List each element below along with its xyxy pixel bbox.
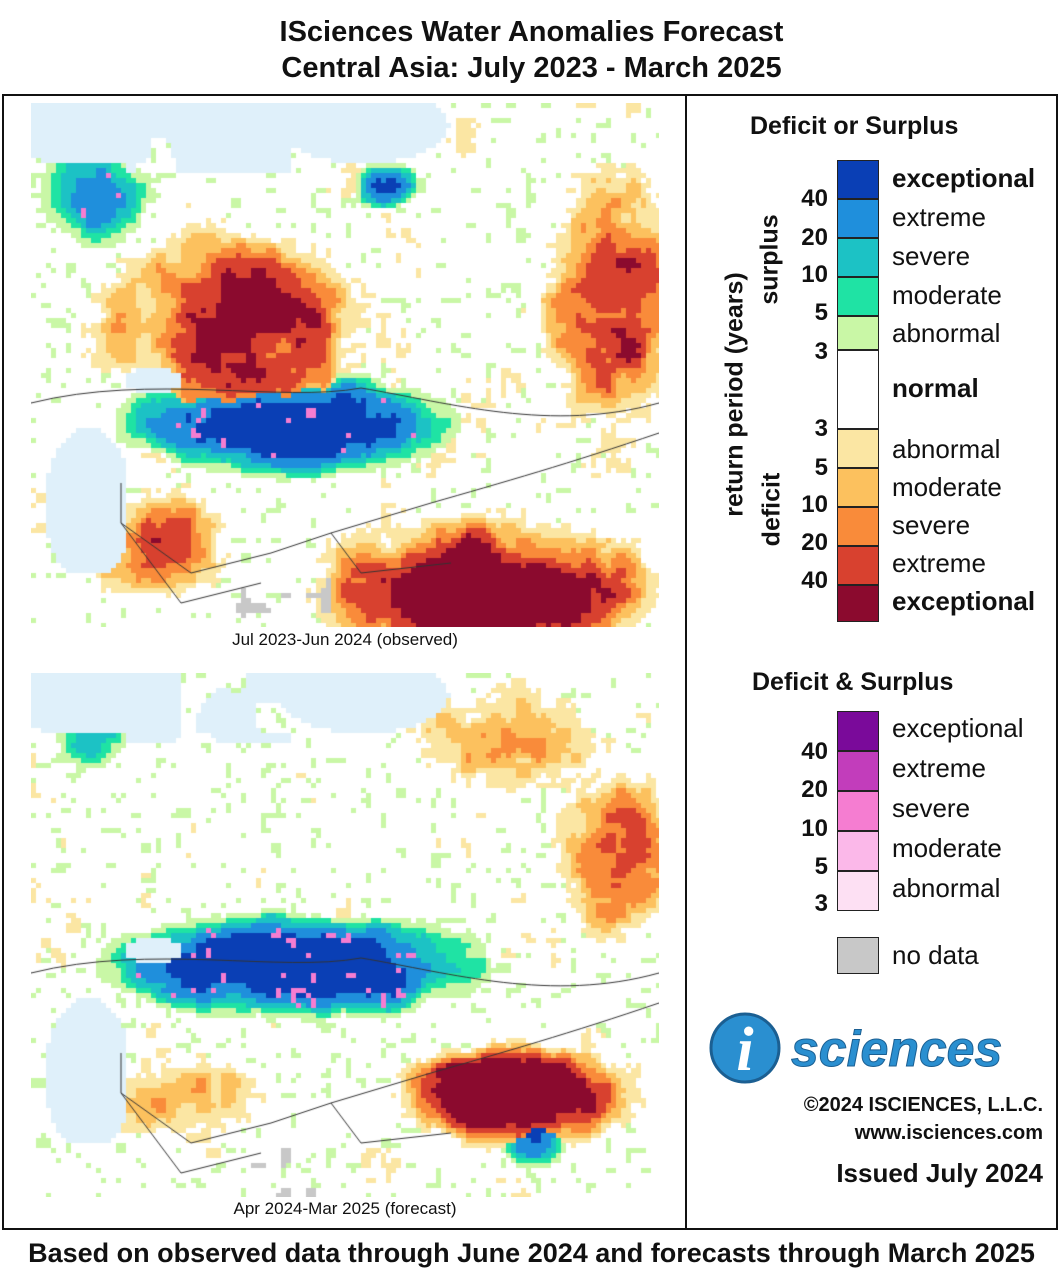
legend-deficit-number: 5 — [814, 454, 828, 481]
legend-surplus-number: 20 — [801, 224, 828, 251]
legend-ds-swatch — [837, 507, 879, 546]
legend-surplus-number: 3 — [814, 338, 828, 365]
figure-frame — [2, 94, 1058, 1230]
legend-ds-label: abnormal — [892, 318, 1001, 348]
legend-deficit-number: 10 — [801, 491, 828, 518]
isciences-logo: i sciences — [709, 1012, 1003, 1084]
map-observed-caption: Jul 2023-Jun 2024 (observed) — [232, 630, 458, 649]
legend-surplus-label: surplus — [755, 214, 784, 305]
legend-both-title: Deficit & Surplus — [752, 668, 954, 696]
legend-axis-label: return period (years) — [720, 272, 749, 517]
legend-surplus-number: 40 — [801, 185, 828, 212]
legend-ds-title: Deficit or Surplus — [750, 112, 959, 140]
legend-both-label: extreme — [892, 753, 986, 783]
issued-text: Issued July 2024 — [836, 1158, 1043, 1188]
title-line-2: Central Asia: July 2023 - March 2025 — [281, 52, 782, 84]
legend-ds-swatch — [837, 238, 879, 277]
map-forecast — [31, 673, 659, 1197]
legend-both-swatch — [837, 751, 879, 791]
copyright-text: ©2024 ISCIENCES, L.L.C. — [803, 1094, 1043, 1116]
logo-word: sciences — [791, 1021, 1002, 1077]
legend-both-swatch — [837, 791, 879, 831]
legend-both-number: 10 — [801, 815, 828, 842]
title-line-1: ISciences Water Anomalies Forecast — [279, 16, 784, 48]
page-title: ISciences Water Anomalies Forecast Centr… — [0, 14, 1063, 86]
legend-both-number: 3 — [814, 890, 828, 917]
legend-surplus-number: 5 — [814, 299, 828, 326]
legend-ds-swatch — [837, 277, 879, 316]
map-observed-raster — [31, 103, 659, 627]
legend-deficit-number: 20 — [801, 529, 828, 556]
legend-ds-swatch — [837, 585, 879, 622]
legend-deficit-label: deficit — [757, 472, 786, 547]
legend-deficit-number: 3 — [814, 415, 828, 442]
legend-both-label: abnormal — [892, 873, 1001, 903]
map-forecast-raster — [31, 673, 659, 1197]
legend-ds-swatch — [837, 316, 879, 350]
legend-ds-swatch — [837, 468, 879, 507]
legend-ds-label: abnormal — [892, 434, 1001, 464]
legend-ds-label: extreme — [892, 548, 986, 578]
legend-both-swatch — [837, 711, 879, 751]
no-data-label: no data — [892, 940, 979, 970]
legend-deficit-number: 40 — [801, 567, 828, 594]
legend-both-label: moderate — [892, 833, 1002, 863]
legend-ds-label: normal — [892, 373, 979, 403]
legend-ds-swatch — [837, 546, 879, 585]
legend-both-label: exceptional — [892, 713, 1024, 743]
legend-ds-swatch — [837, 199, 879, 238]
map-observed — [31, 103, 659, 627]
panel-divider — [685, 94, 687, 1230]
legend-ds-swatch — [837, 160, 879, 199]
legend-ds-label: exceptional — [892, 586, 1036, 616]
legend-ds-label: extreme — [892, 202, 986, 232]
legend-both-number: 40 — [801, 738, 828, 765]
footer-note: Based on observed data through June 2024… — [28, 1238, 1035, 1268]
logo-letter: i — [736, 1016, 753, 1084]
legend-ds-label: severe — [892, 241, 971, 271]
legend-both-swatch — [837, 831, 879, 871]
legend-ds-label: moderate — [892, 472, 1002, 502]
legend-both-number: 5 — [814, 853, 828, 880]
map-forecast-caption: Apr 2024-Mar 2025 (forecast) — [233, 1199, 457, 1218]
legend-ds-label: exceptional — [892, 163, 1036, 193]
legend-ds-label: severe — [892, 510, 971, 540]
no-data-swatch — [837, 937, 879, 974]
website-text: www.isciences.com — [854, 1122, 1043, 1144]
legend-ds-swatch — [837, 429, 879, 468]
legend-ds-label: moderate — [892, 280, 1002, 310]
legend-both-number: 20 — [801, 776, 828, 803]
legend-both-label: severe — [892, 793, 971, 823]
legend-both-swatch — [837, 871, 879, 911]
logo-circle-icon — [709, 1012, 781, 1084]
legend-ds-swatch — [837, 350, 879, 429]
legend-surplus-number: 10 — [801, 261, 828, 288]
